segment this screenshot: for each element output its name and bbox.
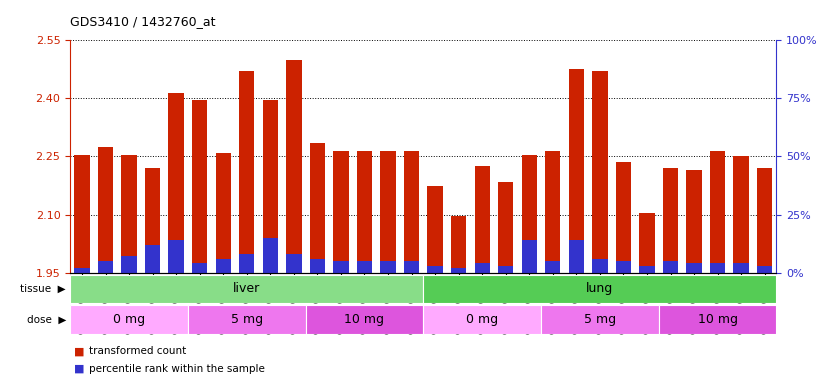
Text: 10 mg: 10 mg <box>698 313 738 326</box>
Bar <box>70 305 188 334</box>
Bar <box>639 266 655 273</box>
Bar <box>498 182 514 273</box>
Bar <box>474 263 490 273</box>
Text: transformed count: transformed count <box>89 346 187 356</box>
Bar <box>263 100 278 273</box>
Bar <box>733 157 749 273</box>
Bar <box>239 254 254 273</box>
Bar <box>357 261 373 273</box>
Bar <box>592 71 608 273</box>
Bar <box>380 151 396 273</box>
Text: 5 mg: 5 mg <box>584 313 616 326</box>
Bar <box>404 151 420 273</box>
Bar <box>757 266 772 273</box>
Bar <box>662 168 678 273</box>
Text: 5 mg: 5 mg <box>230 313 263 326</box>
Bar <box>662 261 678 273</box>
Bar <box>521 154 537 273</box>
Bar <box>710 263 725 273</box>
Bar <box>541 305 658 334</box>
Bar <box>74 268 90 273</box>
Bar <box>710 151 725 273</box>
Bar <box>74 154 90 273</box>
Bar <box>568 70 584 273</box>
Bar <box>615 261 631 273</box>
Bar <box>192 100 207 273</box>
Text: liver: liver <box>233 283 260 295</box>
Bar <box>145 168 160 273</box>
Text: GDS3410 / 1432760_at: GDS3410 / 1432760_at <box>70 15 216 28</box>
Bar <box>216 259 231 273</box>
Bar <box>263 238 278 273</box>
Bar <box>192 263 207 273</box>
Bar <box>521 240 537 273</box>
Bar <box>404 261 420 273</box>
Text: tissue  ▶: tissue ▶ <box>21 284 66 294</box>
Text: 0 mg: 0 mg <box>113 313 145 326</box>
Text: dose  ▶: dose ▶ <box>26 314 66 325</box>
Bar <box>733 263 749 273</box>
Bar <box>545 261 561 273</box>
Bar <box>686 170 702 273</box>
Bar <box>306 305 423 334</box>
Bar <box>615 162 631 273</box>
Bar <box>474 166 490 273</box>
Text: ■: ■ <box>74 364 85 374</box>
Bar <box>310 143 325 273</box>
Bar <box>97 261 113 273</box>
Bar <box>427 185 443 273</box>
Text: 10 mg: 10 mg <box>344 313 384 326</box>
Text: lung: lung <box>586 283 614 295</box>
Text: percentile rank within the sample: percentile rank within the sample <box>89 364 265 374</box>
Text: ■: ■ <box>74 346 85 356</box>
Bar <box>121 154 137 273</box>
Bar <box>427 266 443 273</box>
Bar <box>451 268 467 273</box>
Bar <box>145 245 160 273</box>
Bar <box>658 305 776 334</box>
Text: 0 mg: 0 mg <box>466 313 498 326</box>
Bar <box>380 261 396 273</box>
Bar <box>97 147 113 273</box>
Bar <box>686 263 702 273</box>
Bar <box>451 217 467 273</box>
Bar <box>757 168 772 273</box>
Bar <box>545 151 561 273</box>
Bar <box>310 259 325 273</box>
Bar <box>70 275 423 303</box>
Bar <box>239 71 254 273</box>
Bar <box>423 305 541 334</box>
Bar <box>216 152 231 273</box>
Bar <box>286 60 301 273</box>
Bar <box>286 254 301 273</box>
Bar <box>498 266 514 273</box>
Bar <box>121 257 137 273</box>
Bar <box>169 93 184 273</box>
Bar <box>639 213 655 273</box>
Bar <box>333 151 349 273</box>
Bar <box>423 275 776 303</box>
Bar <box>568 240 584 273</box>
Bar <box>592 259 608 273</box>
Bar <box>169 240 184 273</box>
Bar <box>188 305 306 334</box>
Bar <box>357 151 373 273</box>
Bar <box>333 261 349 273</box>
